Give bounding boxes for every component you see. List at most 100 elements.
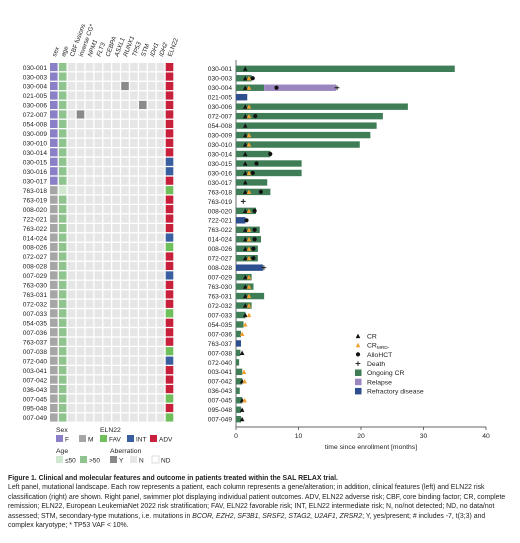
heatmap-cell bbox=[58, 280, 67, 289]
heatmap-cell bbox=[67, 223, 76, 233]
cr-marker bbox=[242, 293, 248, 299]
cr-mrd-marker bbox=[246, 142, 252, 147]
heatmap-cell bbox=[121, 403, 129, 413]
heatmap-cell bbox=[130, 356, 138, 365]
heatmap-cell bbox=[85, 403, 94, 413]
heatmap-cell bbox=[58, 186, 67, 195]
heatmap-cell bbox=[94, 290, 103, 299]
patient-label: 763-022 bbox=[208, 227, 233, 234]
heatmap-cell bbox=[94, 138, 103, 147]
patient-label: 030-004 bbox=[208, 85, 233, 92]
heatmap-cell bbox=[147, 186, 156, 195]
refractory-bar bbox=[236, 340, 241, 347]
cr-marker bbox=[242, 132, 248, 138]
heatmap-cell bbox=[165, 299, 174, 308]
heatmap-cell bbox=[112, 328, 120, 337]
heatmap-cell bbox=[103, 337, 111, 346]
heatmap-cell bbox=[139, 261, 147, 271]
heatmap-cell bbox=[50, 309, 58, 318]
heatmap-cell bbox=[58, 129, 67, 138]
heatmap-cell bbox=[94, 119, 103, 128]
heatmap-cell bbox=[139, 176, 147, 185]
heatmap-cell bbox=[139, 328, 147, 337]
cr-marker bbox=[239, 350, 245, 355]
heatmap-cell bbox=[156, 205, 165, 214]
heatmap-cell bbox=[165, 223, 174, 233]
heatmap-cell bbox=[85, 119, 94, 128]
legend-eln-int-label: INT bbox=[136, 436, 147, 443]
heatmap-cell bbox=[121, 148, 129, 157]
heatmap-cell bbox=[121, 91, 129, 100]
row-label: 054-008 bbox=[23, 122, 48, 129]
x-axis-label: time since enrollment [months] bbox=[325, 444, 417, 451]
patient-label: 030-006 bbox=[208, 104, 233, 111]
heatmap-cell bbox=[165, 167, 174, 176]
cr-mrd-marker bbox=[239, 331, 245, 337]
ongoing-bar bbox=[236, 141, 360, 148]
row-label: 007-038 bbox=[23, 349, 48, 356]
heatmap-cell bbox=[94, 366, 103, 375]
heatmap-cell bbox=[121, 366, 129, 375]
row-label: 036-043 bbox=[23, 387, 48, 394]
heatmap-cell bbox=[58, 261, 67, 271]
heatmap-cell bbox=[67, 129, 76, 138]
legend-aberration-title: Aberration bbox=[110, 448, 142, 455]
heatmap-cell bbox=[130, 72, 138, 81]
heatmap-cell bbox=[165, 129, 174, 138]
heatmap-cell bbox=[67, 375, 76, 384]
heatmap-cell bbox=[67, 176, 76, 185]
heatmap-cell bbox=[112, 186, 120, 195]
heatmap-cell bbox=[130, 252, 138, 261]
row-label: 007-029 bbox=[23, 273, 48, 280]
heatmap-cell bbox=[94, 157, 103, 166]
heatmap-cell bbox=[85, 347, 94, 356]
heatmap-cell bbox=[112, 261, 120, 271]
patient-label: 007-038 bbox=[208, 350, 233, 357]
heatmap-cell bbox=[147, 375, 156, 384]
row-label: 030-014 bbox=[23, 150, 48, 157]
heatmap-cell bbox=[50, 81, 58, 91]
heatmap-cell bbox=[76, 309, 85, 318]
heatmap-cell bbox=[156, 176, 165, 185]
heatmap-cell bbox=[147, 394, 156, 403]
legend-aberration-n bbox=[130, 456, 137, 463]
cr-marker bbox=[242, 142, 248, 147]
legend-swatch-ongoing bbox=[355, 369, 362, 376]
heatmap-cell bbox=[147, 290, 156, 299]
heatmap-cell bbox=[103, 110, 111, 119]
row-label: 095-048 bbox=[23, 406, 48, 413]
heatmap-cell bbox=[85, 195, 94, 204]
heatmap-cell bbox=[58, 271, 67, 280]
heatmap-cell bbox=[165, 138, 174, 147]
ongoing-bar bbox=[236, 188, 271, 196]
heatmap-cell bbox=[85, 72, 94, 81]
heatmap-cell bbox=[103, 318, 111, 327]
heatmap-cell bbox=[76, 81, 85, 91]
cr-marker bbox=[242, 189, 248, 195]
heatmap-cell bbox=[121, 309, 129, 318]
heatmap-cell bbox=[58, 214, 67, 223]
allohct-marker bbox=[250, 170, 255, 176]
relapse-bar bbox=[264, 84, 336, 91]
heatmap-cell bbox=[156, 356, 165, 365]
ongoing-bar bbox=[236, 245, 258, 252]
heatmap-cell bbox=[139, 167, 147, 176]
heatmap-cell bbox=[147, 318, 156, 327]
patient-label: 036-043 bbox=[208, 388, 233, 395]
heatmap-cell bbox=[58, 157, 67, 166]
cr-marker bbox=[242, 151, 248, 157]
legend-age-gt50 bbox=[80, 456, 87, 463]
heatmap-cell bbox=[156, 384, 165, 394]
allohct-marker bbox=[252, 227, 257, 232]
patient-label: 763-018 bbox=[208, 189, 233, 196]
death-marker bbox=[355, 361, 361, 366]
heatmap-cell bbox=[76, 394, 85, 403]
heatmap-cell bbox=[121, 167, 129, 176]
heatmap-cell bbox=[121, 138, 129, 147]
heatmap-cell bbox=[121, 119, 129, 128]
heatmap-cell bbox=[85, 261, 94, 271]
heatmap-cell bbox=[85, 110, 94, 119]
heatmap-cell bbox=[50, 167, 58, 176]
heatmap-cell bbox=[76, 223, 85, 233]
cr-mrd-marker bbox=[246, 85, 252, 90]
